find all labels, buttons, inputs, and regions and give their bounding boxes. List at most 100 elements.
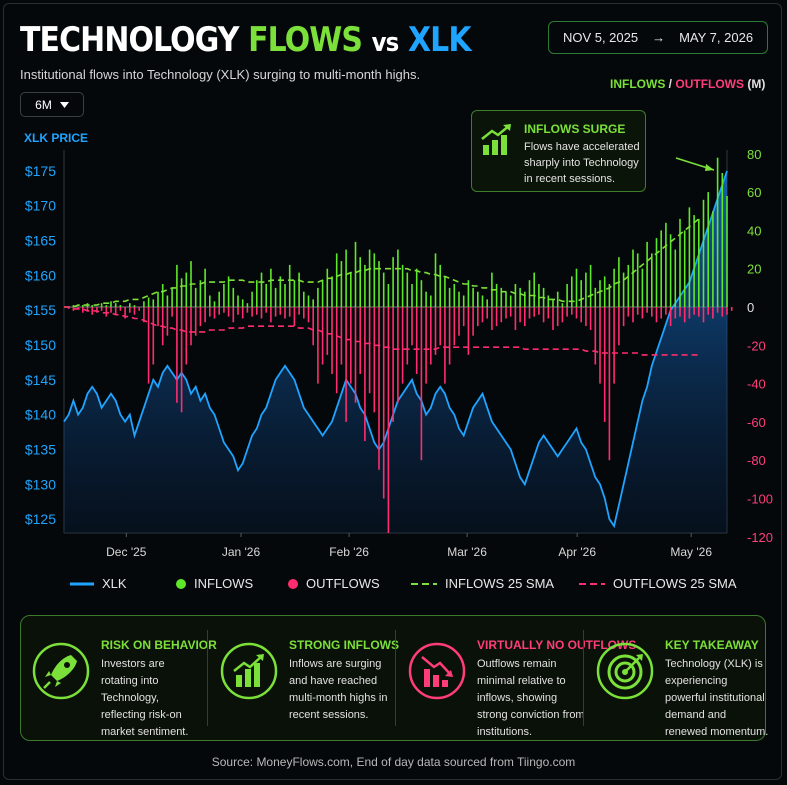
inflow-bar [382, 272, 385, 308]
inflows-sma-line [64, 218, 700, 308]
outflow-bar [622, 307, 625, 327]
outflow-bar [223, 307, 225, 313]
outflow-bar [96, 307, 98, 313]
outflow-bar [585, 307, 587, 327]
inflow-bar [354, 241, 357, 307]
page-title: TECHNOLOGY FLOWS vs XLK [20, 14, 472, 69]
inflow-bar [288, 264, 291, 307]
legend-outflows-label: OUTFLOWS [306, 576, 380, 591]
outflow-bar [458, 307, 460, 336]
inflow-bar [481, 295, 484, 307]
inflow-bar [180, 278, 183, 307]
legend-outflows-sma-label: OUTFLOWS 25 SMA [613, 576, 737, 591]
outflow-bar [331, 307, 333, 374]
inflow-bar [293, 280, 296, 307]
outflow-bar [571, 307, 573, 315]
outflow-bar [335, 307, 338, 394]
outflow-bar [105, 307, 108, 317]
outflow-bar [364, 307, 366, 442]
inflow-bar [528, 280, 531, 307]
inflow-bar [317, 287, 319, 307]
outflow-bar [387, 307, 390, 533]
inflow-bar [397, 249, 399, 307]
inflow-bar [223, 284, 225, 307]
outflow-bar [373, 307, 376, 413]
outflow-bar [688, 307, 691, 319]
outflow-bar [477, 307, 479, 327]
inflow-bar [505, 291, 507, 307]
right-tick-label: -80 [747, 453, 766, 468]
inflow-bar [712, 211, 714, 307]
outflow-bar [444, 307, 446, 384]
bar-chart-up-icon [220, 642, 278, 700]
legend-outflows: OUTFLOWS [288, 576, 380, 591]
inflows-surge-callout: INFLOWS SURGE Flows have accelerated sha… [471, 110, 646, 192]
outflow-bar [307, 307, 310, 323]
right-tick-label: 20 [747, 262, 761, 277]
legend-inflows: INFLOWS [176, 576, 253, 591]
right-tick-label: -20 [747, 338, 766, 353]
outflow-bar [91, 307, 93, 315]
inflow-bar [411, 284, 413, 307]
title-technology: TECHNOLOGY [20, 20, 239, 60]
inflow-bar [213, 301, 216, 307]
inflow-bar [143, 301, 145, 307]
inflow-bar [284, 284, 286, 307]
inflow-bar [552, 299, 554, 308]
inflow-bar [641, 268, 644, 307]
outflow-bar [608, 307, 611, 461]
inflow-bar [702, 199, 705, 307]
outflow-bar [133, 307, 136, 315]
left-tick-label: $130 [25, 476, 56, 492]
outflow-bar [72, 307, 75, 311]
outflow-bar [655, 307, 658, 323]
right-axis-title: INFLOWS / OUTFLOWS (M) [610, 77, 765, 91]
outflow-bar [716, 307, 719, 313]
inflow-bar [547, 295, 550, 307]
inflow-bar [453, 284, 456, 307]
inflow-bar [152, 299, 155, 308]
outflow-bar [312, 307, 314, 346]
source-note: Source: MoneyFlows.com, End of day data … [211, 755, 576, 769]
outflow-bar [260, 307, 263, 319]
inflow-bar [100, 303, 103, 307]
outflow-bar [415, 307, 418, 374]
inflow-bar [660, 230, 662, 307]
date-range-button[interactable]: NOV 5, 2025 → MAY 7, 2026 [548, 21, 768, 54]
inflow-bar [119, 305, 122, 307]
inflow-bar [82, 305, 84, 307]
divider [395, 630, 396, 726]
inflow-bar [589, 264, 592, 307]
inflow-bar [110, 301, 112, 307]
outflow-bar [425, 307, 427, 384]
outflow-bar [246, 307, 249, 313]
outflow-bar [143, 307, 145, 323]
inflow-bar [171, 287, 173, 307]
takeaway-strong-inflows: STRONG INFLOWS Inflows are surging and h… [209, 616, 399, 740]
outflow-bar [180, 307, 183, 413]
takeaway-text: Outflows remain minimal relative to infl… [477, 658, 585, 738]
outflow-bar [674, 307, 677, 319]
inflow-bar [364, 264, 366, 307]
outflow-bar [434, 307, 437, 355]
timeframe-dropdown[interactable]: 6M [20, 92, 84, 117]
inflow-bar [594, 287, 597, 307]
timeframe-value: 6M [35, 97, 52, 112]
takeaway-title: KEY TAKEAWAY [665, 638, 759, 652]
outflow-bar [411, 307, 413, 346]
title-vs: vs [371, 28, 400, 58]
outflow-bar [303, 307, 305, 319]
outflow-bar [665, 307, 667, 315]
outflow-bar [114, 307, 117, 315]
inflow-bar [161, 284, 164, 307]
right-axis-inflows: INFLOWS [610, 77, 666, 91]
outflow-bar [86, 307, 89, 311]
outflow-bar [185, 307, 188, 365]
outflow-bar [627, 307, 630, 317]
takeaway-text: Investors are rotating into Technology, … [101, 658, 189, 738]
outflow-bar [265, 307, 267, 313]
inflow-bar [232, 287, 235, 307]
inflow-bar [434, 253, 437, 307]
outflow-bar [176, 307, 178, 403]
right-tick-label: 40 [747, 223, 761, 238]
